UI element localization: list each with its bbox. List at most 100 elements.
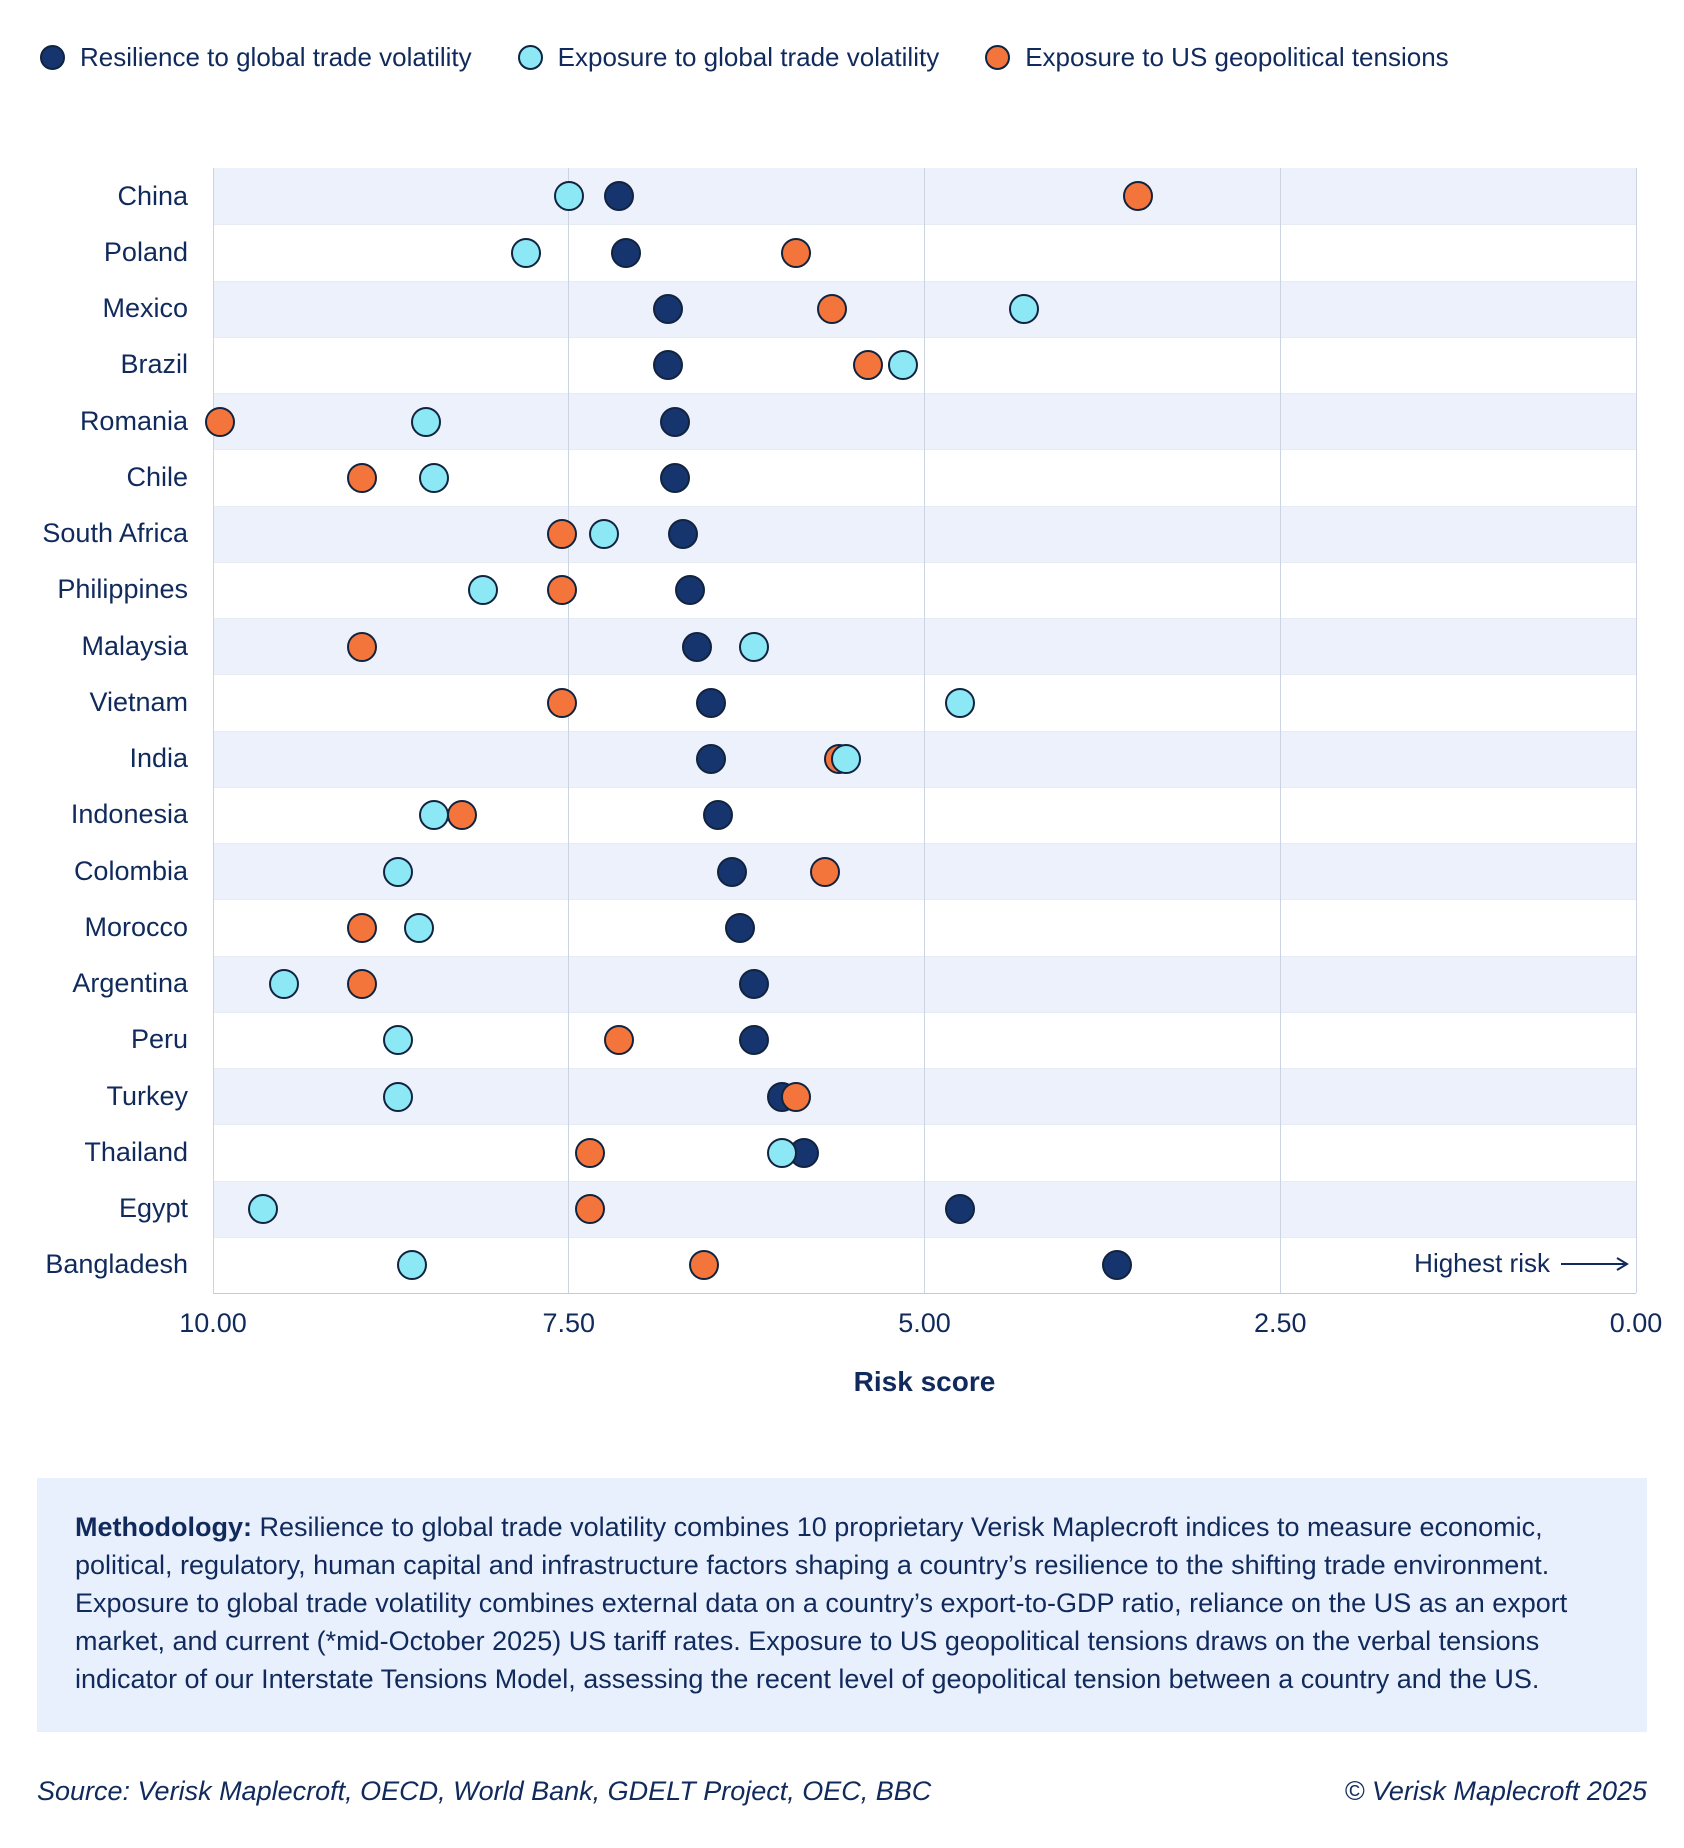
chart-row	[213, 618, 1636, 675]
legend-label: Exposure to US geopolitical tensions	[1025, 42, 1449, 72]
dot-exposure-us	[1122, 181, 1153, 212]
dot-exposure-trade	[589, 519, 620, 550]
dot-resilience	[603, 181, 634, 212]
dot-exposure-trade	[397, 1250, 428, 1281]
dot-plot-area	[205, 168, 1637, 1294]
methodology-text: Resilience to global trade volatility co…	[75, 1512, 1568, 1694]
country-label: South Africa	[42, 518, 188, 549]
dot-resilience	[653, 350, 684, 381]
country-label: Poland	[103, 236, 188, 267]
country-label: Philippines	[57, 574, 188, 605]
dot-resilience	[653, 294, 684, 325]
methodology-box: Methodology: Resilience to global trade …	[37, 1478, 1647, 1732]
dot-exposure-us	[817, 294, 847, 325]
legend-label: Resilience to global trade volatility	[80, 42, 472, 72]
chart-row	[213, 1180, 1636, 1237]
dot-exposure-trade	[511, 237, 542, 268]
dot-exposure-trade	[418, 800, 449, 831]
chart-row	[213, 1068, 1636, 1125]
dot-resilience	[738, 1025, 769, 1056]
x-tick-label: 10.00	[179, 1308, 247, 1338]
dot-resilience	[724, 912, 755, 943]
country-label: Turkey	[106, 1080, 188, 1111]
plot-rows	[205, 168, 1636, 1293]
legend-dot-icon	[517, 45, 543, 70]
dot-exposure-trade	[382, 1081, 413, 1112]
y-axis-country-labels: China Poland Mexico Brazil Romania Chile South…	[0, 168, 200, 1293]
dot-resilience	[1101, 1250, 1132, 1281]
dot-resilience	[717, 856, 748, 887]
country-label: Chile	[126, 461, 188, 492]
legend-dot-icon	[40, 45, 65, 70]
dot-resilience	[660, 462, 691, 493]
dot-exposure-trade	[382, 856, 413, 887]
legend-item-exposure_trade: Exposure to global trade volatility	[517, 42, 940, 73]
x-axis-ticks: 10.00 7.50 5.00 2.50 0.00	[179, 1308, 1662, 1342]
dot-exposure-us	[205, 406, 236, 437]
dot-resilience	[681, 631, 712, 662]
dot-exposure-trade	[738, 631, 769, 662]
dot-exposure-us	[347, 912, 378, 943]
country-label: Thailand	[84, 1136, 188, 1167]
chart-row	[213, 224, 1636, 280]
dot-exposure-us	[347, 462, 378, 493]
legend-label: Exposure to global trade volatility	[557, 42, 940, 72]
dot-exposure-trade	[418, 462, 449, 493]
dot-resilience	[696, 744, 727, 775]
dot-exposure-trade	[831, 744, 862, 775]
country-label: India	[129, 743, 188, 774]
dot-exposure-us	[809, 856, 840, 887]
chart-row	[213, 336, 1636, 393]
dot-exposure-trade	[382, 1025, 413, 1056]
right-arrow-icon	[1561, 1256, 1629, 1271]
dot-resilience	[696, 687, 727, 718]
legend-item-exposure_us: Exposure to US geopolitical tensions	[985, 42, 1449, 73]
country-label: Argentina	[72, 968, 188, 999]
x-axis-line	[213, 1293, 1636, 1294]
dot-resilience	[660, 406, 691, 437]
dot-exposure-trade	[404, 912, 435, 943]
dot-exposure-us	[347, 969, 378, 1000]
dot-exposure-us	[575, 1137, 606, 1168]
source-line: Source: Verisk Maplecroft, OECD, World B…	[37, 1776, 932, 1806]
dot-exposure-us	[546, 519, 577, 550]
dot-exposure-us	[575, 1194, 606, 1225]
dot-exposure-us	[347, 631, 378, 662]
country-label: Brazil	[120, 349, 188, 380]
chart-row	[213, 955, 1636, 1012]
country-label: Bangladesh	[45, 1249, 188, 1280]
chart-row	[213, 1011, 1636, 1068]
country-label: Romania	[79, 405, 188, 436]
highest-risk-annotation: Highest risk	[1414, 1248, 1630, 1279]
country-label: China	[117, 180, 188, 211]
chart-row	[213, 505, 1636, 562]
dot-exposure-us	[546, 687, 577, 718]
country-label: Colombia	[73, 855, 188, 886]
dot-exposure-trade	[888, 350, 919, 381]
dot-exposure-us	[603, 1025, 634, 1056]
chart-row	[213, 674, 1636, 730]
dot-exposure-us	[688, 1250, 719, 1281]
chart-row	[213, 730, 1636, 787]
country-label: Malaysia	[81, 630, 188, 661]
x-tick-label: 5.00	[898, 1308, 951, 1338]
dot-resilience	[945, 1194, 976, 1225]
x-tick-label: 0.00	[1609, 1308, 1663, 1338]
dot-resilience	[703, 800, 734, 831]
country-label: Vietnam	[89, 686, 188, 717]
country-label: Indonesia	[70, 799, 188, 830]
dot-exposure-us	[781, 237, 812, 268]
dot-exposure-trade	[468, 575, 499, 606]
highest-risk-label: Highest risk	[1414, 1248, 1550, 1278]
x-tick-label: 7.50	[542, 1308, 596, 1338]
copyright-line: © Verisk Maplecroft 2025	[1344, 1776, 1647, 1806]
chart-row	[213, 449, 1636, 505]
x-axis-title: Risk score	[853, 1366, 996, 1397]
legend-item-resilience: Resilience to global trade volatility	[40, 42, 472, 73]
chart-row	[213, 1124, 1636, 1180]
country-label: Peru	[130, 1024, 188, 1055]
dot-resilience	[610, 237, 641, 268]
country-label: Egypt	[118, 1193, 188, 1224]
chart-row	[213, 561, 1636, 618]
x-tick-label: 2.50	[1253, 1308, 1307, 1338]
